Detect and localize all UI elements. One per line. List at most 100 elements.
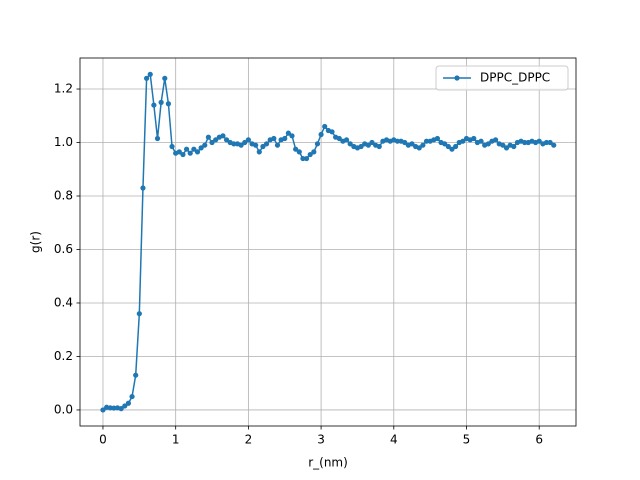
- data-point: [187, 150, 193, 156]
- data-point: [162, 75, 168, 81]
- data-point: [343, 137, 350, 143]
- data-point: [471, 135, 477, 142]
- y-tick-label: 0.4: [54, 295, 73, 309]
- data-point: [296, 149, 302, 155]
- data-point: [271, 135, 277, 142]
- data-point: [143, 75, 150, 81]
- data-point: [183, 146, 190, 152]
- data-point: [500, 142, 506, 148]
- data-point: [311, 149, 317, 155]
- data-point: [293, 146, 299, 152]
- data-point: [289, 133, 295, 139]
- data-point: [180, 151, 186, 158]
- data-point: [147, 71, 153, 77]
- data-point: [409, 141, 415, 147]
- y-axis-label: g(r): [29, 231, 43, 253]
- data-point: [503, 145, 510, 151]
- data-point: [369, 139, 375, 146]
- data-point: [202, 142, 208, 148]
- data-point: [263, 141, 270, 147]
- y-tick-label: 0.8: [54, 189, 73, 203]
- data-point: [282, 135, 288, 142]
- data-point: [551, 142, 557, 148]
- data-point: [318, 131, 324, 138]
- data-point: [536, 138, 542, 144]
- data-point: [347, 141, 353, 147]
- data-point: [213, 137, 219, 143]
- data-point: [300, 155, 306, 162]
- legend: DPPC_DPPC: [435, 65, 569, 91]
- y-tick-label: 1.2: [54, 82, 73, 96]
- data-point: [260, 143, 266, 150]
- data-point: [154, 135, 161, 142]
- data-point: [303, 155, 310, 162]
- data-point: [478, 138, 484, 144]
- data-point: [256, 149, 262, 155]
- x-tick-label: 2: [245, 433, 253, 447]
- x-tick-label: 3: [317, 433, 325, 447]
- data-point: [416, 145, 422, 151]
- data-line: [102, 72, 555, 411]
- legend-label: DPPC_DPPC: [480, 71, 550, 85]
- data-point: [314, 141, 321, 147]
- x-axis-label: r_(nm): [308, 456, 348, 470]
- data-point: [285, 130, 291, 136]
- x-tick-label: 0: [99, 433, 107, 447]
- data-point: [442, 141, 448, 147]
- data-point: [394, 138, 401, 144]
- data-point: [220, 133, 226, 139]
- data-point: [449, 146, 455, 152]
- data-point: [198, 145, 204, 151]
- data-point: [238, 142, 244, 148]
- data-point: [336, 135, 342, 142]
- data-point: [511, 143, 517, 150]
- data-point: [151, 102, 157, 108]
- data-point: [445, 143, 451, 150]
- axes-frame: [79, 57, 577, 427]
- data-point: [322, 123, 328, 130]
- x-tick-label: 1: [172, 433, 180, 447]
- data-point: [169, 143, 175, 150]
- data-point: [522, 139, 528, 146]
- y-tick-label: 1.0: [54, 135, 73, 149]
- data-point: [547, 139, 553, 146]
- data-point: [129, 393, 135, 400]
- data-point: [543, 139, 550, 146]
- data-point: [165, 101, 172, 107]
- data-point: [158, 99, 164, 105]
- x-tick-label: 6: [535, 433, 543, 447]
- data-point: [118, 406, 124, 412]
- data-point: [205, 134, 211, 140]
- data-point: [242, 139, 248, 146]
- data-point: [274, 142, 281, 148]
- y-tick-label: 0.2: [54, 349, 73, 363]
- data-point: [133, 372, 139, 378]
- data-point: [492, 137, 499, 143]
- data-point: [245, 137, 251, 143]
- data-point: [253, 142, 259, 148]
- data-point: [376, 143, 382, 150]
- plot: [100, 71, 557, 413]
- data-point: [136, 311, 142, 317]
- data-point: [194, 149, 201, 155]
- data-point: [423, 138, 430, 144]
- data-point: [307, 151, 313, 158]
- data-point: [231, 141, 237, 147]
- data-point: [140, 185, 146, 191]
- data-point: [125, 400, 132, 406]
- data-point: [460, 138, 466, 144]
- data-point: [452, 143, 459, 150]
- data-point: [223, 137, 230, 143]
- data-point: [358, 143, 364, 150]
- data-point: [209, 139, 215, 146]
- data-point: [176, 149, 182, 155]
- data-point: [329, 129, 335, 135]
- legend-marker: [454, 75, 460, 81]
- y-tick-label: 0.0: [54, 402, 73, 416]
- legend-box: [435, 65, 569, 91]
- data-point: [191, 146, 197, 152]
- data-point: [402, 139, 408, 146]
- data-point: [485, 141, 491, 147]
- data-point: [100, 407, 106, 413]
